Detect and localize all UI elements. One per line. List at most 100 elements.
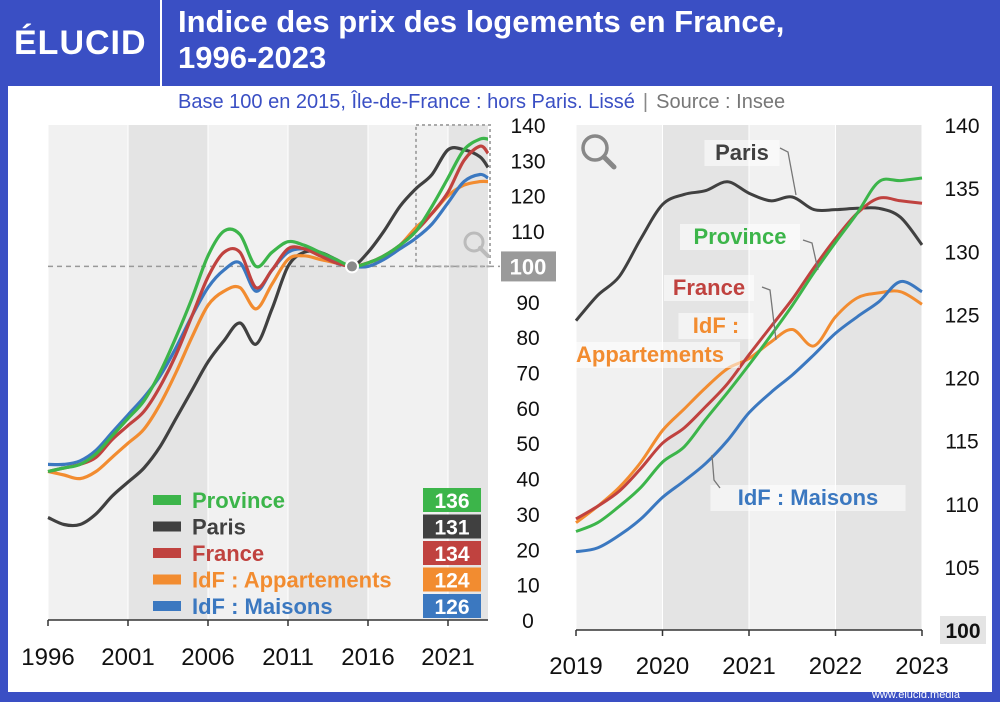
legend-swatch	[153, 521, 181, 532]
legend-value-box	[423, 488, 481, 512]
right-y-tick-label: 125	[944, 304, 979, 327]
right-series-line-province	[575, 176, 923, 533]
left-y-tick-label: 80	[516, 327, 539, 350]
zoom-magnifier-icon	[581, 134, 617, 170]
left-y-tick-label: 0	[522, 610, 534, 633]
zoom-magnifier-icon-handle	[601, 154, 617, 170]
left-plot-background	[48, 125, 488, 620]
left-series-line-province	[47, 136, 489, 474]
left-x-tick-label: 2011	[262, 644, 314, 671]
source-text: Source : Insee	[656, 91, 786, 113]
legend-label: Paris	[192, 515, 246, 540]
legend-value-box	[423, 514, 481, 539]
left-y-tick-label: 30	[516, 504, 539, 527]
right-y-tick-label: 110	[945, 494, 978, 517]
elucid-logo: ÉLUCID	[14, 24, 147, 62]
left-x-tick-label: 1996	[21, 644, 74, 671]
annotation-leader-line	[779, 147, 797, 196]
legend-value: 136	[434, 490, 469, 513]
magnifier-icon-handle	[478, 246, 490, 258]
annotation-backdrop	[704, 140, 780, 166]
annotation-backdrop	[664, 275, 754, 301]
legend-label: IdF : Appartements	[192, 568, 392, 593]
zoom-magnifier-icon-lens	[581, 134, 609, 162]
left-y-tick-label: 20	[516, 539, 539, 562]
footer-url: www.elucid.media	[871, 689, 960, 701]
annotation-label: France	[673, 275, 745, 300]
right-y-tick-label: 105	[944, 557, 979, 580]
legend-value: 124	[434, 570, 469, 593]
annotation-leader-line	[711, 454, 721, 489]
left-x-tick-label: 2001	[101, 644, 154, 671]
right-y-highlight-label: 100	[945, 620, 980, 643]
subtitle-separator: |	[642, 91, 649, 113]
legend-swatch	[153, 601, 181, 611]
title-line-2: 1996-2023	[178, 40, 327, 75]
subtitle-text: Base 100 en 2015, Île-de-France : hors P…	[178, 91, 635, 113]
left-x-tick-label: 2016	[341, 644, 394, 671]
annotation-label: Appartements	[576, 342, 724, 367]
right-y-highlight-box	[940, 616, 986, 644]
annotation-backdrop	[678, 313, 754, 339]
right-x-tick-label: 2021	[722, 653, 775, 680]
left-y-tick-label: 10	[516, 575, 539, 598]
right-x-tick-label: 2019	[549, 653, 602, 680]
left-y-tick-label: 120	[510, 186, 545, 209]
left-y-tick-label: 60	[516, 398, 539, 421]
y-highlight-box	[501, 251, 556, 282]
left-y-tick-label: 90	[516, 292, 539, 315]
left-y-tick-label: 100	[510, 254, 547, 279]
right-x-tick-label: 2023	[895, 653, 948, 680]
right-plot-band	[662, 125, 749, 630]
left-x-tick-label: 2021	[421, 644, 474, 671]
left-y-tick-label: 70	[516, 363, 539, 386]
left-x-tick-label: 2006	[181, 644, 234, 671]
left-series-line-paris	[47, 146, 490, 528]
zoom-box	[415, 124, 491, 268]
left-y-tick-label: 130	[510, 150, 545, 173]
left-y-tick-label: 110	[511, 221, 544, 244]
right-series-line-idf-appartements	[575, 289, 923, 524]
annotation-backdrop	[710, 485, 906, 511]
legend-value-box	[423, 594, 481, 618]
chart-title: Indice des prix des logements en France,…	[178, 4, 978, 76]
legend-label: IdF : Maisons	[192, 594, 333, 619]
reference-point	[345, 259, 359, 274]
title-line-1: Indice des prix des logements en France,	[178, 4, 785, 39]
annotation-label: Paris	[715, 140, 769, 165]
annotation-label: IdF : Maisons	[738, 485, 879, 510]
legend-value: 134	[434, 543, 469, 566]
right-y-tick-label: 130	[944, 241, 979, 264]
annotation-leader-line	[802, 239, 819, 271]
legend-value-box	[423, 567, 481, 592]
legend-value: 126	[434, 596, 469, 619]
legend-value-box	[423, 541, 481, 565]
left-y-tick-label: 140	[510, 115, 545, 138]
left-plot-band	[288, 125, 368, 620]
legend-label: France	[192, 541, 264, 566]
right-y-tick-label: 135	[944, 178, 979, 201]
right-y-tick-label: 120	[944, 368, 979, 391]
annotation-backdrop	[560, 342, 740, 368]
legend-swatch	[153, 495, 181, 505]
right-y-tick-label: 115	[945, 431, 978, 454]
left-y-tick-label: 50	[516, 433, 539, 456]
header-separator	[160, 0, 162, 86]
right-x-tick-label: 2022	[809, 653, 862, 680]
annotation-leader-line	[761, 286, 777, 341]
magnifier-icon	[463, 231, 490, 258]
right-series-line-idf-maisons	[575, 279, 923, 554]
annotation-label: Province	[694, 224, 787, 249]
left-y-tick-label: 40	[516, 469, 539, 492]
legend-swatch	[153, 548, 181, 558]
right-y-tick-label: 140	[944, 115, 979, 138]
subtitle: Base 100 en 2015, Île-de-France : hors P…	[178, 90, 938, 114]
legend-swatch	[153, 574, 181, 585]
right-x-tick-label: 2020	[636, 653, 689, 680]
legend-value: 131	[434, 517, 469, 540]
annotation-label: IdF :	[693, 313, 739, 338]
right-series-line-france	[575, 196, 923, 521]
magnifier-icon-lens	[463, 231, 485, 253]
legend-label: Province	[192, 488, 285, 513]
